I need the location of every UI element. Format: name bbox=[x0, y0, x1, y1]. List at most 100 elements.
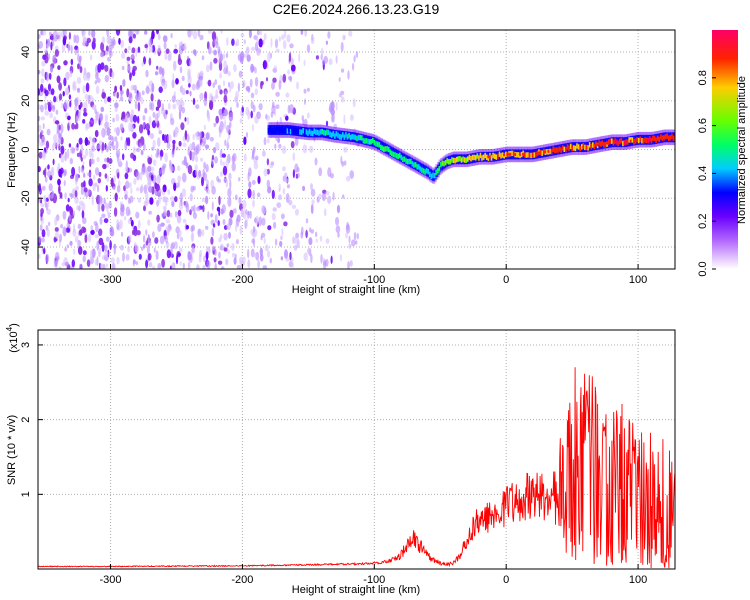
ridge-core bbox=[421, 167, 425, 173]
ridge-core bbox=[623, 140, 627, 146]
noise-speck bbox=[104, 173, 108, 179]
noise-speck bbox=[105, 145, 109, 153]
noise-speck bbox=[205, 188, 210, 195]
noise-speck bbox=[130, 219, 134, 227]
noise-speck bbox=[38, 69, 41, 75]
spectrogram-xtick-label: -200 bbox=[231, 274, 253, 286]
noise-speck bbox=[167, 227, 171, 232]
noise-speck bbox=[199, 92, 204, 101]
noise-speck bbox=[135, 171, 140, 181]
ridge-core bbox=[460, 157, 464, 163]
noise-speck bbox=[335, 101, 338, 112]
ridge-core bbox=[484, 152, 488, 159]
noise-speck bbox=[156, 30, 159, 35]
noise-speck bbox=[91, 40, 96, 50]
ridge-core bbox=[611, 138, 614, 144]
noise-speck bbox=[48, 31, 52, 37]
noise-speck bbox=[279, 116, 282, 124]
noise-speck bbox=[126, 88, 130, 98]
noise-speck bbox=[126, 113, 129, 123]
noise-speck bbox=[347, 70, 350, 80]
noise-speck bbox=[46, 128, 51, 136]
noise-speck bbox=[69, 240, 73, 246]
noise-speck bbox=[328, 58, 333, 66]
noise-speck bbox=[316, 196, 320, 203]
noise-speck bbox=[51, 105, 56, 112]
noise-speck bbox=[38, 166, 41, 173]
noise-speck bbox=[60, 153, 65, 163]
noise-speck bbox=[115, 30, 121, 36]
noise-speck bbox=[115, 113, 120, 122]
noise-speck bbox=[250, 110, 253, 119]
noise-speck bbox=[127, 30, 131, 38]
noise-speck bbox=[43, 248, 46, 255]
noise-speck bbox=[101, 36, 105, 44]
noise-speck bbox=[177, 165, 181, 172]
noise-speck bbox=[273, 65, 277, 71]
ridge-core bbox=[451, 157, 455, 163]
noise-speck bbox=[284, 178, 289, 184]
noise-speck bbox=[325, 120, 329, 127]
noise-speck bbox=[83, 67, 87, 76]
ridge-core bbox=[323, 129, 326, 136]
ridge-core bbox=[313, 128, 317, 134]
ridge-core bbox=[332, 131, 336, 137]
noise-speck bbox=[44, 48, 48, 54]
noise-speck bbox=[325, 191, 330, 196]
noise-speck bbox=[142, 234, 146, 243]
ridge-core bbox=[405, 158, 409, 164]
noise-speck bbox=[101, 204, 105, 212]
ridge-core bbox=[615, 139, 619, 145]
noise-speck bbox=[223, 247, 228, 252]
noise-speck bbox=[40, 208, 44, 215]
noise-speck bbox=[322, 257, 325, 263]
noise-speck bbox=[88, 178, 93, 187]
noise-speck bbox=[96, 156, 100, 163]
noise-speck bbox=[68, 213, 72, 222]
noise-speck bbox=[212, 146, 217, 154]
noise-speck bbox=[211, 31, 217, 41]
ridge-core bbox=[573, 145, 576, 151]
noise-speck bbox=[175, 78, 179, 85]
noise-speck bbox=[48, 221, 51, 227]
noise-speck bbox=[146, 172, 150, 181]
noise-speck bbox=[319, 235, 323, 242]
noise-speck bbox=[100, 51, 104, 58]
noise-speck bbox=[156, 174, 161, 185]
ridge-core bbox=[319, 129, 323, 135]
noise-speck bbox=[127, 246, 130, 253]
noise-speck bbox=[104, 157, 108, 163]
ridge-core bbox=[527, 152, 531, 158]
noise-speck bbox=[197, 132, 201, 137]
noise-speck bbox=[81, 209, 85, 219]
noise-speck bbox=[38, 183, 41, 192]
noise-speck bbox=[114, 102, 119, 109]
noise-speck bbox=[343, 160, 347, 166]
noise-speck bbox=[202, 204, 205, 213]
noise-speck bbox=[304, 30, 307, 37]
noise-speck bbox=[245, 46, 250, 55]
noise-speck bbox=[82, 217, 87, 225]
ridge-core bbox=[650, 138, 654, 144]
noise-speck bbox=[96, 240, 100, 251]
noise-speck bbox=[130, 84, 134, 91]
noise-speck bbox=[145, 229, 148, 236]
colorbar-ticks: 0.0 0.2 0.4 0.6 0.8 bbox=[697, 70, 716, 277]
noise-speck bbox=[250, 101, 254, 109]
noise-speck bbox=[186, 55, 190, 60]
noise-speck bbox=[38, 151, 43, 159]
noise-speck bbox=[151, 120, 157, 129]
noise-speck bbox=[197, 228, 202, 238]
noise-speck bbox=[254, 76, 259, 87]
noise-speck bbox=[192, 97, 196, 106]
noise-speck bbox=[150, 133, 154, 140]
noise-speck bbox=[130, 195, 133, 203]
noise-speck bbox=[103, 218, 109, 224]
noise-speck bbox=[53, 30, 58, 40]
noise-speck bbox=[254, 155, 259, 161]
noise-speck bbox=[291, 64, 296, 72]
noise-speck bbox=[340, 68, 345, 73]
noise-speck bbox=[184, 130, 188, 141]
noise-speck bbox=[73, 86, 77, 91]
ridge-core bbox=[587, 145, 591, 151]
